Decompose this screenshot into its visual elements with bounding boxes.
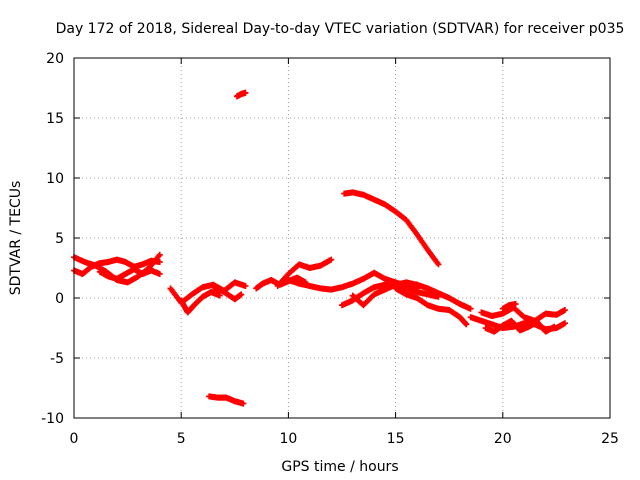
data-points <box>71 89 568 407</box>
chart-title: Day 172 of 2018, Sidereal Day-to-day VTE… <box>56 21 625 37</box>
grid-lines <box>74 58 610 418</box>
data-point <box>216 292 223 299</box>
y-tick-label: 15 <box>46 111 64 127</box>
data-point <box>328 256 335 263</box>
y-tick-labels: -10 -5 0 5 10 15 20 <box>41 51 64 427</box>
x-tick-label: 5 <box>177 431 186 447</box>
series-track-n <box>341 189 442 268</box>
data-point <box>551 323 558 330</box>
series-track-s <box>482 317 558 335</box>
series-track-r <box>478 304 568 324</box>
series-track-m <box>349 279 421 309</box>
series-track-j <box>274 256 335 289</box>
y-tick-label: -10 <box>41 411 64 427</box>
x-tick-labels: 0 5 10 15 20 25 <box>70 431 619 447</box>
series-track-e <box>178 289 223 316</box>
data-point <box>467 305 474 312</box>
x-axis-label: GPS time / hours <box>281 459 398 475</box>
x-tick-label: 25 <box>601 431 619 447</box>
y-tick-label: 5 <box>55 231 64 247</box>
x-tick-label: 10 <box>279 431 297 447</box>
series-track-g <box>206 393 247 407</box>
tick-marks <box>73 57 611 419</box>
y-tick-label: 0 <box>55 291 64 307</box>
data-point <box>561 320 568 327</box>
series-track-p <box>414 281 474 312</box>
x-tick-label: 20 <box>494 431 512 447</box>
series-track-o <box>392 285 470 328</box>
data-point <box>561 307 568 313</box>
series-track-h <box>233 89 249 100</box>
y-tick-label: -5 <box>50 351 64 367</box>
data-point <box>156 251 163 258</box>
data-point <box>238 291 245 298</box>
data-point <box>463 321 470 328</box>
data-point <box>156 259 163 265</box>
data-point <box>156 271 163 277</box>
data-point <box>435 261 442 268</box>
y-axis-label: SDTVAR / TECUs <box>8 181 24 296</box>
data-point <box>242 89 249 96</box>
data-point <box>240 400 247 407</box>
series-track-t <box>499 301 519 312</box>
x-tick-label: 0 <box>70 431 79 447</box>
series-track-l <box>339 281 442 309</box>
y-tick-label: 10 <box>46 171 64 187</box>
x-tick-label: 15 <box>387 431 405 447</box>
data-point <box>512 301 519 307</box>
y-tick-label: 20 <box>46 51 64 67</box>
series-track-c <box>96 266 163 282</box>
series-track-f <box>210 284 245 303</box>
data-point <box>242 283 249 289</box>
